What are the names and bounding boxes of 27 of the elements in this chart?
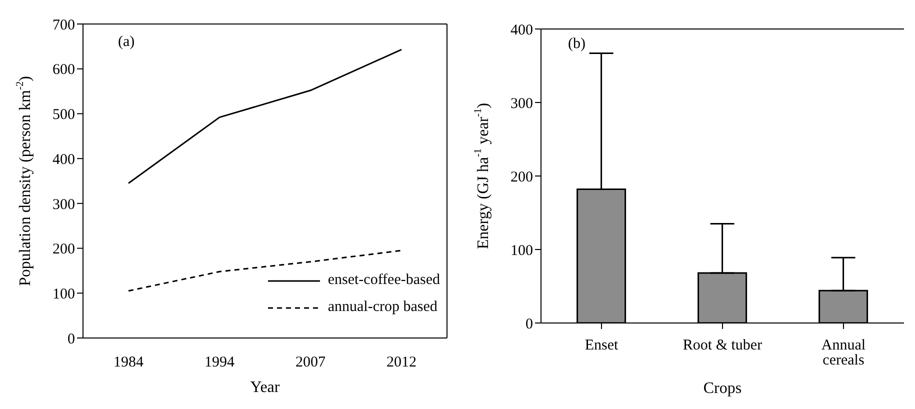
x-axis-title: Year [250,378,280,396]
y-tick-label: 100 [52,286,75,302]
x-axis-title: Crops [703,380,742,397]
y-tick-label: 200 [510,169,533,186]
y-tick-label: 300 [52,196,75,213]
x-tick-label: Enset [584,338,619,354]
legend-label: annual-crop based [328,299,438,316]
annotation: (a) [118,34,135,51]
y-tick-label: 100 [510,242,533,259]
y-tick-label: 600 [52,62,75,78]
y-tick-label: 700 [52,17,75,34]
x-tick-label: 1994 [204,354,235,371]
x-tick-label: Annual cereals [821,338,866,369]
x-tick-label: Root & tuber [682,338,762,354]
x-tick-label: 2012 [386,354,416,371]
y-tick-label: 0 [68,331,75,348]
legend-label: enset-coffee-based [328,272,440,289]
annotation: (b) [568,36,586,53]
line-series [128,48,402,184]
x-tick-label: 2007 [296,354,326,371]
y-tick-label: 400 [510,22,533,38]
y-tick-label: 500 [52,107,75,124]
y-tick-label: 300 [510,96,533,112]
y-tick-label: 200 [52,242,75,258]
x-tick-label: 1984 [114,354,144,371]
y-tick-label: 0 [526,316,533,332]
y-tick-label: 400 [52,152,75,168]
